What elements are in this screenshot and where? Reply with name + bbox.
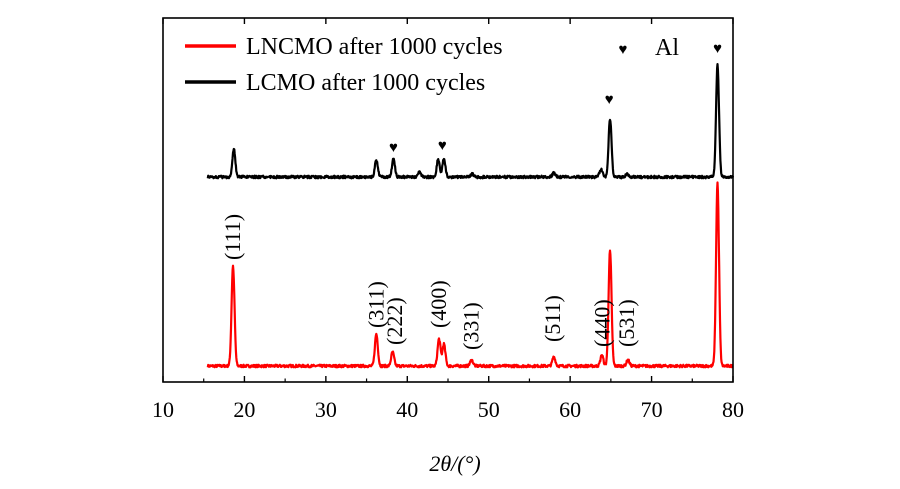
peak-index-label: (331)	[459, 302, 484, 350]
series-layer	[206, 62, 735, 369]
al-heart-marker: ♥	[389, 140, 398, 156]
peak-index-label: (531)	[614, 299, 639, 347]
annotation-layer: (111) (311)(222) (400) (331) (511) (440) (531)…	[220, 41, 722, 350]
x-tick-label: 80	[722, 397, 744, 422]
x-tick-label: 10	[152, 397, 174, 422]
series-line-lcmo	[206, 62, 735, 180]
x-tick-label: 20	[233, 397, 255, 422]
x-tick-label: 40	[396, 397, 418, 422]
legend-label: LCMO after 1000 cycles	[246, 70, 485, 96]
peak-index-label: (111)	[220, 214, 245, 260]
x-tick-label: 70	[641, 397, 663, 422]
x-tick-label: 60	[559, 397, 581, 422]
peak-index-label: (511)	[540, 295, 565, 342]
x-axis-label: 2θ/(°)	[429, 451, 480, 476]
legend-label: LNCMO after 1000 cycles	[246, 34, 503, 60]
x-tick-label: 50	[478, 397, 500, 422]
peak-index-label: (440)	[590, 299, 615, 347]
x-tick-label: 30	[315, 397, 337, 422]
legend-al-label: Al	[655, 35, 679, 61]
peak-index-label: (400)	[426, 280, 451, 328]
al-heart-marker: ♥	[438, 138, 447, 154]
series-line-lncmo	[206, 181, 734, 369]
axes-layer: 10 20 30 40 50 60 70 80	[152, 17, 744, 422]
legend-al-heart-icon: ♥	[619, 42, 628, 58]
legend: LNCMO after 1000 cycles LCMO after 1000 c…	[185, 34, 679, 96]
al-heart-marker: ♥	[605, 92, 614, 108]
peak-index-label: (311)	[363, 281, 388, 328]
peak-index-label: (222)	[382, 297, 407, 345]
al-heart-marker: ♥	[713, 41, 722, 57]
